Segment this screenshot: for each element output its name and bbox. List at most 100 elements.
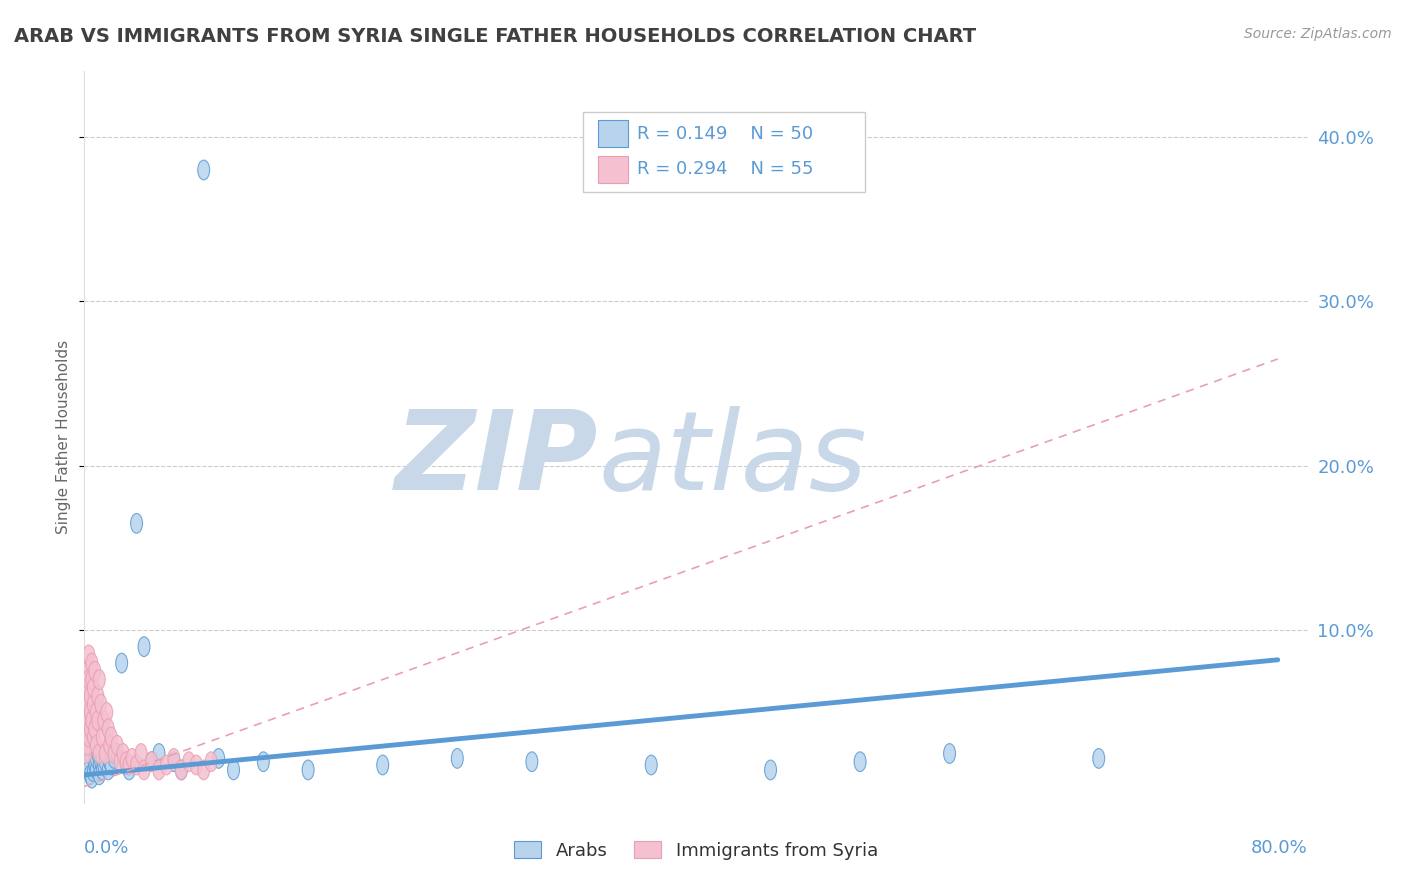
Ellipse shape <box>146 752 157 772</box>
Ellipse shape <box>91 686 104 706</box>
Ellipse shape <box>124 756 135 775</box>
Ellipse shape <box>943 744 956 764</box>
Ellipse shape <box>89 662 101 681</box>
Ellipse shape <box>84 686 96 706</box>
Ellipse shape <box>176 760 187 780</box>
Ellipse shape <box>302 760 314 780</box>
Text: ZIP: ZIP <box>395 406 598 513</box>
Ellipse shape <box>83 670 94 690</box>
Ellipse shape <box>138 637 150 657</box>
Ellipse shape <box>176 760 187 780</box>
Ellipse shape <box>82 756 93 775</box>
Ellipse shape <box>89 752 101 772</box>
Ellipse shape <box>101 703 112 723</box>
Ellipse shape <box>183 752 195 772</box>
Ellipse shape <box>84 765 96 785</box>
Ellipse shape <box>101 744 112 764</box>
Ellipse shape <box>83 727 94 747</box>
Ellipse shape <box>94 752 107 772</box>
Ellipse shape <box>167 748 180 768</box>
Ellipse shape <box>146 752 157 772</box>
Text: 80.0%: 80.0% <box>1251 839 1308 857</box>
Ellipse shape <box>89 719 101 739</box>
Ellipse shape <box>160 756 173 775</box>
Ellipse shape <box>105 727 117 747</box>
Ellipse shape <box>228 760 239 780</box>
Legend: Arabs, Immigrants from Syria: Arabs, Immigrants from Syria <box>506 834 886 867</box>
Ellipse shape <box>108 748 120 768</box>
Ellipse shape <box>100 752 111 772</box>
Ellipse shape <box>127 748 138 768</box>
Ellipse shape <box>90 748 103 768</box>
Ellipse shape <box>104 752 115 772</box>
Text: R = 0.294    N = 55: R = 0.294 N = 55 <box>637 161 814 178</box>
Ellipse shape <box>108 744 120 764</box>
Ellipse shape <box>82 678 93 698</box>
Ellipse shape <box>86 670 98 690</box>
Ellipse shape <box>167 752 180 772</box>
Ellipse shape <box>84 744 96 764</box>
Text: 0.0%: 0.0% <box>84 839 129 857</box>
Ellipse shape <box>124 760 135 780</box>
Ellipse shape <box>82 662 93 681</box>
Ellipse shape <box>83 760 94 780</box>
Ellipse shape <box>131 756 142 775</box>
Ellipse shape <box>80 719 91 739</box>
Ellipse shape <box>103 719 114 739</box>
Ellipse shape <box>117 744 129 764</box>
Ellipse shape <box>103 760 114 780</box>
Ellipse shape <box>90 703 103 723</box>
Ellipse shape <box>153 760 165 780</box>
Ellipse shape <box>104 735 115 756</box>
Ellipse shape <box>91 711 104 731</box>
Ellipse shape <box>96 760 108 780</box>
Y-axis label: Single Father Households: Single Father Households <box>56 340 72 534</box>
Ellipse shape <box>89 756 101 775</box>
Ellipse shape <box>80 752 91 772</box>
Ellipse shape <box>153 744 165 764</box>
Ellipse shape <box>120 756 132 775</box>
Ellipse shape <box>205 752 217 772</box>
Ellipse shape <box>87 762 100 781</box>
Ellipse shape <box>1092 748 1105 768</box>
Ellipse shape <box>198 760 209 780</box>
Ellipse shape <box>96 727 108 747</box>
Text: ARAB VS IMMIGRANTS FROM SYRIA SINGLE FATHER HOUSEHOLDS CORRELATION CHART: ARAB VS IMMIGRANTS FROM SYRIA SINGLE FAT… <box>14 27 976 45</box>
Ellipse shape <box>257 752 270 772</box>
Ellipse shape <box>190 756 202 775</box>
Ellipse shape <box>80 744 91 764</box>
Ellipse shape <box>138 760 150 780</box>
Ellipse shape <box>93 765 105 785</box>
Ellipse shape <box>377 756 388 775</box>
Ellipse shape <box>83 694 94 714</box>
Text: atlas: atlas <box>598 406 866 513</box>
Ellipse shape <box>84 703 96 723</box>
Ellipse shape <box>96 748 108 768</box>
Ellipse shape <box>82 711 93 731</box>
Ellipse shape <box>451 748 463 768</box>
Ellipse shape <box>86 711 98 731</box>
Ellipse shape <box>645 756 657 775</box>
Ellipse shape <box>98 711 110 731</box>
Ellipse shape <box>131 514 142 533</box>
Ellipse shape <box>111 744 124 764</box>
Ellipse shape <box>212 748 225 768</box>
Ellipse shape <box>853 752 866 772</box>
Ellipse shape <box>105 756 117 775</box>
Ellipse shape <box>93 756 105 775</box>
Ellipse shape <box>90 735 103 756</box>
Ellipse shape <box>90 760 103 780</box>
Ellipse shape <box>86 768 98 788</box>
Ellipse shape <box>82 735 93 756</box>
Text: R = 0.149    N = 50: R = 0.149 N = 50 <box>637 125 813 143</box>
Ellipse shape <box>83 748 94 768</box>
Ellipse shape <box>87 739 100 758</box>
Ellipse shape <box>94 694 107 714</box>
Ellipse shape <box>91 744 104 764</box>
Ellipse shape <box>120 752 132 772</box>
Ellipse shape <box>115 653 128 673</box>
Ellipse shape <box>135 744 148 764</box>
Text: Source: ZipAtlas.com: Source: ZipAtlas.com <box>1244 27 1392 41</box>
Ellipse shape <box>86 653 98 673</box>
Ellipse shape <box>87 694 100 714</box>
